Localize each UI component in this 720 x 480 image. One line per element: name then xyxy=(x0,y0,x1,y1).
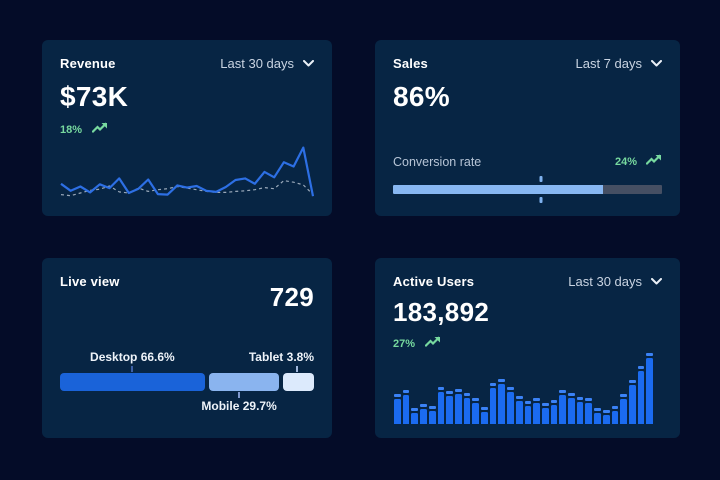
user-bar xyxy=(402,389,410,424)
user-bar xyxy=(489,382,497,424)
user-bar xyxy=(515,395,523,424)
revenue-range-label: Last 30 days xyxy=(220,56,294,71)
device-ticks-bottom xyxy=(60,391,314,399)
trending-up-icon xyxy=(645,153,662,171)
live-view-value: 729 xyxy=(269,282,314,312)
user-bar xyxy=(637,365,645,424)
active-users-bar-chart xyxy=(393,353,654,424)
desktop-tick xyxy=(131,366,134,372)
tablet-segment xyxy=(282,373,314,391)
user-bar xyxy=(411,408,419,424)
conversion-delta: 24% xyxy=(614,156,637,168)
active-users-header: Active Users Last 30 days xyxy=(393,274,662,289)
mobile-label: Mobile 29.7% xyxy=(201,399,277,413)
user-bar xyxy=(446,391,453,424)
sales-card-header: Sales Last 7 days xyxy=(393,56,662,71)
revenue-range-dropdown[interactable]: Last 30 days xyxy=(220,56,314,71)
revenue-title: Revenue xyxy=(60,56,116,71)
sales-title: Sales xyxy=(393,56,428,71)
user-bar xyxy=(611,405,619,424)
revenue-line-chart xyxy=(60,146,314,197)
user-bar xyxy=(507,387,514,424)
conversion-row: Conversion rate 24% xyxy=(393,153,662,171)
conversion-label: Conversion rate xyxy=(393,155,482,169)
revenue-delta: 18% xyxy=(60,124,83,136)
user-bar xyxy=(541,402,549,424)
active-users-range-dropdown[interactable]: Last 30 days xyxy=(568,274,662,289)
device-split-chart: Desktop 66.6% Tablet 3.8% Mobile 29.7% xyxy=(60,350,314,414)
active-users-card: Active Users Last 30 days 183,892 27% xyxy=(375,258,680,438)
conversion-block: Conversion rate 24% xyxy=(393,153,662,203)
progress-fill xyxy=(393,185,603,194)
active-users-delta-row: 27% xyxy=(393,335,662,353)
progress-marker-bottom xyxy=(539,197,543,203)
user-bar xyxy=(559,389,567,424)
sales-range-dropdown[interactable]: Last 7 days xyxy=(575,56,662,71)
tablet-label: Tablet 3.8% xyxy=(248,350,314,364)
user-bar xyxy=(420,404,427,424)
user-bar xyxy=(463,392,471,424)
desktop-segment xyxy=(60,373,205,391)
user-bar xyxy=(568,392,575,424)
conversion-delta-group: 24% xyxy=(615,153,662,171)
user-bar xyxy=(594,408,601,424)
live-view-card: Live view 729 Desktop 66.6% Tablet 3.8% … xyxy=(42,258,332,438)
user-bar xyxy=(646,353,654,424)
user-bar xyxy=(620,394,627,424)
chevron-down-icon xyxy=(651,278,662,285)
user-bar xyxy=(602,409,610,424)
user-bar xyxy=(428,406,436,424)
user-bar xyxy=(454,388,462,424)
device-ticks-top xyxy=(60,365,314,373)
user-bar xyxy=(472,398,480,424)
revenue-card-header: Revenue Last 30 days xyxy=(60,56,314,71)
user-bar xyxy=(550,399,558,424)
trending-up-icon xyxy=(91,121,108,139)
revenue-value: $73K xyxy=(60,81,129,112)
trending-up-icon xyxy=(424,335,441,353)
chevron-down-icon xyxy=(303,60,314,67)
device-labels-bottom: Mobile 29.7% xyxy=(60,399,314,414)
sales-card: Sales Last 7 days 86% Conversion rate 24… xyxy=(375,40,680,216)
live-view-header: Live view 729 xyxy=(60,274,314,312)
device-labels-top: Desktop 66.6% Tablet 3.8% xyxy=(60,350,314,365)
conversion-progress-bar xyxy=(393,176,662,203)
desktop-label: Desktop 66.6% xyxy=(90,350,175,364)
active-users-title: Active Users xyxy=(393,274,475,289)
revenue-card: Revenue Last 30 days $73K 18% xyxy=(42,40,332,216)
mobile-segment xyxy=(208,373,279,391)
user-bar xyxy=(585,398,593,424)
sales-value: 86% xyxy=(393,81,450,112)
progress-track xyxy=(393,185,662,194)
mobile-tick xyxy=(238,392,241,398)
active-users-delta: 27% xyxy=(393,338,416,350)
user-bar xyxy=(628,379,636,424)
sales-range-label: Last 7 days xyxy=(575,56,643,71)
revenue-delta-row: 18% xyxy=(60,121,314,139)
progress-marker-top xyxy=(539,176,543,182)
user-bar xyxy=(533,398,540,424)
active-users-range-label: Last 30 days xyxy=(568,274,642,289)
chevron-down-icon xyxy=(651,60,662,67)
user-bar xyxy=(394,394,401,424)
user-bar xyxy=(498,378,506,424)
active-users-value: 183,892 xyxy=(393,297,490,327)
user-bar xyxy=(481,406,488,424)
device-stacked-bar xyxy=(60,373,314,391)
user-bar xyxy=(437,387,445,424)
user-bar xyxy=(576,397,584,424)
user-bar xyxy=(524,400,532,424)
live-view-title: Live view xyxy=(60,274,120,289)
tablet-tick xyxy=(296,366,299,372)
